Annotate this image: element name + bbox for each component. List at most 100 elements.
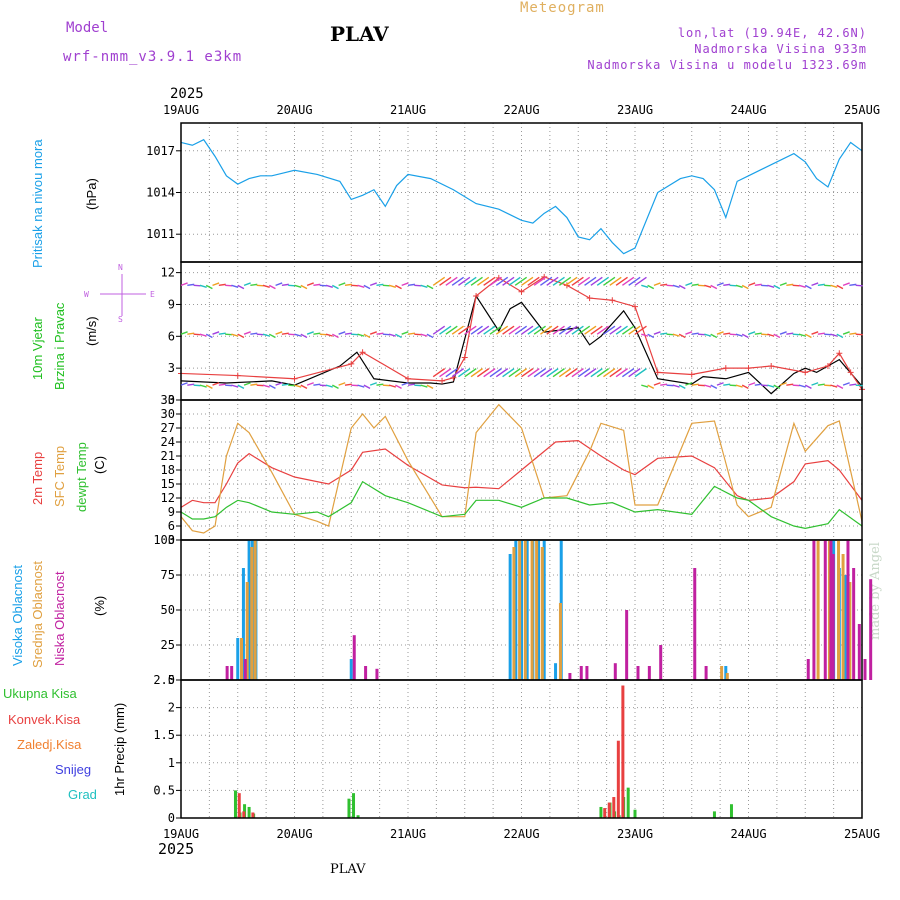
wind-arrow: [590, 368, 603, 378]
wind-arrow: [590, 325, 603, 335]
wind-arrow: [502, 276, 515, 286]
bar-srednja-oblacnost: [848, 582, 852, 680]
wind-arrow: [704, 284, 712, 288]
wind-arrow: [268, 333, 276, 339]
bar-konvek-kisa: [237, 793, 241, 818]
bar-niska-oblacnost: [812, 540, 816, 680]
wind-arrow: [767, 384, 775, 388]
wind-arrow: [294, 384, 302, 388]
temp-title-a: 2m Temp: [30, 452, 45, 505]
wind-arrow: [836, 284, 844, 290]
wind-arrow: [212, 331, 220, 335]
gust-marker: [563, 282, 570, 289]
wind-arrow: [508, 325, 521, 335]
wind-arrow: [275, 282, 283, 287]
bar-visoka-oblacnost: [554, 663, 558, 680]
wind-arrow: [779, 382, 787, 386]
wind-arrow: [451, 368, 465, 378]
wind-arrow: [432, 276, 446, 286]
gust-marker: [348, 360, 355, 367]
bar-visoka-oblacnost: [537, 540, 541, 680]
wind-arrow: [533, 368, 546, 378]
wind-arrow: [558, 276, 572, 286]
wind-arrow: [344, 383, 352, 386]
bar-ukupna-kisa: [599, 806, 603, 818]
bar-konvek-kisa: [616, 740, 620, 818]
wind-arrow: [357, 384, 365, 388]
y-tick-label: 1: [168, 756, 175, 770]
wind-arrow: [483, 325, 496, 335]
bar-visoka-oblacnost: [236, 638, 240, 680]
wind-arrow: [231, 284, 239, 288]
wind-arrow: [628, 325, 641, 335]
wind-arrow: [212, 382, 220, 386]
wind-arrow: [691, 332, 699, 335]
y-tick-label: 2: [168, 701, 175, 715]
wind-arrow: [842, 382, 850, 386]
legend-rain-conv: Konvek.Kisa: [8, 712, 81, 727]
legend-hail: Grad: [68, 787, 97, 802]
bar-niska-oblacnost: [375, 668, 379, 680]
bar-niska-oblacnost: [568, 673, 572, 680]
wind-arrow: [489, 276, 502, 286]
wind-arrow: [527, 325, 540, 335]
wind-arrow: [811, 331, 819, 335]
wind-arrow: [767, 333, 775, 337]
wind-arrow: [647, 333, 655, 339]
wind-arrow: [596, 325, 610, 335]
wind-arrow: [653, 282, 661, 287]
bar-ukupna-kisa: [633, 809, 637, 818]
wind-title-b: Brzina i Pravac: [52, 302, 67, 390]
wind-arrow: [830, 384, 838, 388]
wind-arrow: [187, 332, 195, 335]
wind-arrow: [767, 284, 775, 288]
wind-arrow: [495, 325, 509, 335]
wind-arrow: [420, 384, 428, 388]
wind-arrow: [584, 276, 597, 286]
wind-arrow: [615, 325, 628, 335]
wind-arrow: [653, 331, 661, 335]
wind-arrow: [804, 384, 812, 390]
footer-station: PLAV: [330, 862, 366, 877]
wind-arrow: [470, 368, 483, 378]
wind-arrow: [678, 284, 686, 290]
bar-konvek-kisa: [607, 802, 611, 818]
wind-arrow: [735, 284, 743, 288]
wind-arrow: [243, 331, 251, 335]
cloud-unit: (%): [92, 596, 107, 616]
wind-arrow: [420, 333, 428, 337]
wind-arrow: [495, 276, 509, 286]
wind-arrow: [395, 333, 402, 339]
wind-arrow: [237, 333, 245, 339]
gust-marker: [802, 369, 809, 376]
wind-arrow: [363, 284, 371, 290]
y-tick-label: 27: [161, 421, 175, 435]
wind-arrow: [306, 382, 314, 386]
wind-arrow: [704, 333, 712, 337]
wind-arrow: [660, 383, 668, 386]
wind-arrow: [451, 325, 465, 335]
wind-arrow: [558, 368, 572, 378]
wind-arrow: [609, 368, 622, 378]
wind-arrow: [369, 331, 377, 335]
bar-srednja-oblacnost: [837, 540, 841, 680]
bar-visoka-oblacnost: [843, 575, 847, 680]
wind-arrow: [205, 384, 213, 390]
wind-arrow: [325, 284, 333, 288]
bar-niska-oblacnost: [579, 666, 583, 680]
gust-marker: [586, 295, 593, 302]
panel-2: 0 3 6 9 12: [161, 261, 865, 407]
bar-konvek-kisa: [251, 812, 255, 818]
pressure-unit: (hPa): [84, 178, 99, 210]
wind-arrow: [546, 276, 559, 286]
bar-niska-oblacnost: [869, 579, 873, 680]
wind-unit: (m/s): [84, 316, 99, 346]
bar-niska-oblacnost: [613, 663, 617, 680]
wind-arrow: [691, 283, 699, 287]
wind-arrow: [464, 325, 477, 335]
wind-arrow: [483, 276, 496, 286]
gust-marker: [518, 288, 525, 295]
wind-arrow: [300, 384, 308, 390]
wind-arrow: [527, 368, 540, 378]
